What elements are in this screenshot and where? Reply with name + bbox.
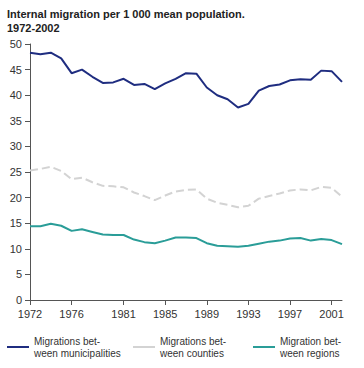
svg-text:45: 45 bbox=[10, 64, 22, 76]
svg-text:0: 0 bbox=[16, 294, 22, 306]
svg-text:5: 5 bbox=[16, 268, 22, 280]
svg-text:Migrations bet-: Migrations bet- bbox=[34, 336, 100, 347]
svg-text:1972: 1972 bbox=[18, 308, 42, 320]
svg-text:ween counties: ween counties bbox=[159, 348, 224, 359]
svg-text:25: 25 bbox=[10, 166, 22, 178]
svg-text:ween regions: ween regions bbox=[279, 348, 339, 359]
svg-text:Internal migration per 1 000 m: Internal migration per 1 000 mean popula… bbox=[7, 8, 245, 20]
svg-text:35: 35 bbox=[10, 115, 22, 127]
svg-text:1981: 1981 bbox=[111, 308, 135, 320]
svg-text:1997: 1997 bbox=[278, 308, 302, 320]
svg-text:2001: 2001 bbox=[319, 308, 343, 320]
svg-text:1993: 1993 bbox=[236, 308, 260, 320]
svg-text:20: 20 bbox=[10, 192, 22, 204]
svg-text:Migrations bet-: Migrations bet- bbox=[160, 336, 226, 347]
svg-text:1985: 1985 bbox=[153, 308, 177, 320]
svg-text:15: 15 bbox=[10, 217, 22, 229]
svg-text:10: 10 bbox=[10, 243, 22, 255]
svg-text:1976: 1976 bbox=[59, 308, 83, 320]
svg-text:1972-2002: 1972-2002 bbox=[7, 22, 60, 34]
svg-text:40: 40 bbox=[10, 89, 22, 101]
svg-text:ween municipalities: ween municipalities bbox=[33, 348, 121, 359]
svg-text:50: 50 bbox=[10, 38, 22, 50]
svg-text:30: 30 bbox=[10, 140, 22, 152]
svg-text:1989: 1989 bbox=[195, 308, 219, 320]
svg-text:Migration bet-: Migration bet- bbox=[280, 336, 341, 347]
